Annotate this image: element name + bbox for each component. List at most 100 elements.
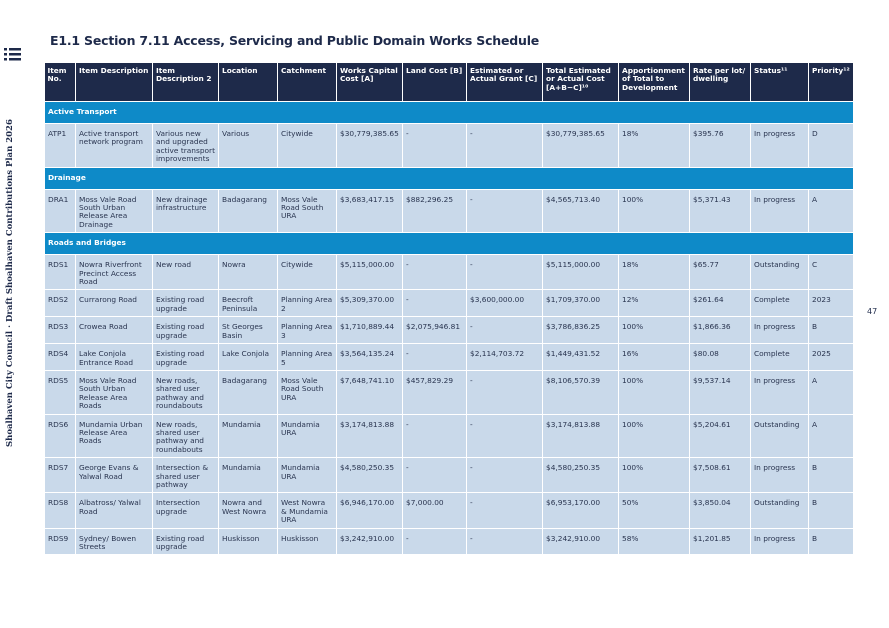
table-cell: A (808, 188, 854, 234)
table-cell: Complete (750, 343, 809, 371)
table-cell: Moss Vale Road South URA (277, 188, 337, 234)
table-cell: Intersection upgrade (152, 492, 219, 529)
table-cell: In progress (750, 457, 809, 494)
table-cell: - (402, 457, 467, 494)
table-body: Active Transport ATP1 Active transport net… (44, 101, 854, 556)
table-cell: B (808, 316, 854, 345)
table-cell: $1,449,431.52 (542, 343, 619, 371)
table-cell: 100% (618, 413, 690, 459)
table-cell: Lake Conjola Entrance Road (75, 343, 153, 371)
table-cell: Badagarang (218, 369, 278, 415)
table-cell: RDS3 (44, 316, 76, 345)
section-title: Drainage (44, 166, 854, 190)
table-cell: $6,946,170.00 (336, 492, 403, 529)
table-cell: D (808, 123, 854, 168)
table-cell: $457,829.29 (402, 369, 467, 415)
table-cell: In progress (750, 123, 809, 168)
table-cell: In progress (750, 188, 809, 234)
header-row: Item No. Item Description Item Description… (44, 63, 854, 102)
table-cell: - (466, 527, 543, 556)
table-cell: $2,114,703.72 (466, 343, 543, 371)
table-cell: 50% (618, 492, 690, 529)
section-row: Roads and Bridges (44, 232, 854, 256)
table-cell: 2023 (808, 289, 854, 318)
table-cell: Nowra Riverfront Precinct Access Road (75, 254, 153, 291)
table-cell: $80.08 (689, 343, 751, 371)
table-cell: Complete (750, 289, 809, 318)
header-cell: Works Capital Cost [A] (336, 63, 403, 102)
table-cell: New roads, shared user pathway and round… (152, 413, 219, 459)
table-cell: Intersection & shared user pathway (152, 457, 219, 494)
table-cell: Existing road upgrade (152, 527, 219, 556)
table-cell: A (808, 413, 854, 459)
menu-icon[interactable] (4, 46, 24, 62)
table-cell: Nowra (218, 254, 278, 291)
table-cell: - (466, 457, 543, 494)
table-row: RDS5 Moss Vale Road South Urban Release A… (44, 369, 854, 415)
table-cell: RDS8 (44, 492, 76, 529)
table-row: DRA1 Moss Vale Road South Urban Release A… (44, 188, 854, 234)
table-cell: New roads, shared user pathway and round… (152, 369, 219, 415)
table-cell: $3,786,836.25 (542, 316, 619, 345)
table-cell: 100% (618, 316, 690, 345)
table-cell: Active transport network program (75, 123, 153, 168)
table-cell: 2025 (808, 343, 854, 371)
table-cell: $30,779,385.65 (336, 123, 403, 168)
table-cell: B (808, 527, 854, 556)
table-cell: $65.77 (689, 254, 751, 291)
table-cell: George Evans & Yalwal Road (75, 457, 153, 494)
table-cell: RDS7 (44, 457, 76, 494)
table-cell: - (402, 254, 467, 291)
table-cell: RDS6 (44, 413, 76, 459)
table-cell: - (466, 316, 543, 345)
table-cell: DRA1 (44, 188, 76, 234)
table-cell: $395.76 (689, 123, 751, 168)
table-cell: 58% (618, 527, 690, 556)
table-cell: - (466, 413, 543, 459)
header-cell: Status¹¹ (750, 63, 809, 102)
table-cell: Mundamia (218, 413, 278, 459)
table-cell: St Georges Basin (218, 316, 278, 345)
table-cell: $1,201.85 (689, 527, 751, 556)
table-cell: Mundamia (218, 457, 278, 494)
table-cell: $8,106,570.39 (542, 369, 619, 415)
header-cell: Apportionment of Total to Development (618, 63, 690, 102)
table-cell: $5,115,000.00 (542, 254, 619, 291)
table-cell: $261.64 (689, 289, 751, 318)
table-cell: $3,174,813.88 (336, 413, 403, 459)
table-cell: - (402, 289, 467, 318)
table-cell: Various new and upgraded active transpor… (152, 123, 219, 168)
section-row: Drainage (44, 166, 854, 190)
table-row: ATP1 Active transport network program Vari… (44, 123, 854, 168)
table-cell: - (466, 369, 543, 415)
table-cell: $3,683,417.15 (336, 188, 403, 234)
table-cell: $7,000.00 (402, 492, 467, 529)
table-cell: Existing road upgrade (152, 289, 219, 318)
header-cell: Item Description 2 (152, 63, 219, 102)
table-cell: - (466, 492, 543, 529)
table-cell: $6,953,170.00 (542, 492, 619, 529)
header-cell: Priority¹² (808, 63, 854, 102)
header-cell: Location (218, 63, 278, 102)
table-cell: $4,565,713.40 (542, 188, 619, 234)
table-cell: $3,850.04 (689, 492, 751, 529)
table-cell: Mundamia Urban Release Area Roads (75, 413, 153, 459)
table-cell: $4,580,250.35 (542, 457, 619, 494)
table-cell: Moss Vale Road South Urban Release Area … (75, 369, 153, 415)
table-cell: RDS5 (44, 369, 76, 415)
side-text: Shoalhaven City Council · Draft Shoalhav… (5, 119, 15, 447)
table-cell: B (808, 457, 854, 494)
table-cell: 100% (618, 457, 690, 494)
table-cell: Citywide (277, 254, 337, 291)
table-cell: West Nowra & Mundamia URA (277, 492, 337, 529)
table-cell: $5,204.61 (689, 413, 751, 459)
table-cell: Huskisson (218, 527, 278, 556)
table-cell: Mundamia URA (277, 413, 337, 459)
table-cell: $9,537.14 (689, 369, 751, 415)
table-cell: $1,866.36 (689, 316, 751, 345)
header-cell: Land Cost [B] (402, 63, 467, 102)
table-cell: $3,564,135.24 (336, 343, 403, 371)
table-cell: Badagarang (218, 188, 278, 234)
table-cell: Citywide (277, 123, 337, 168)
